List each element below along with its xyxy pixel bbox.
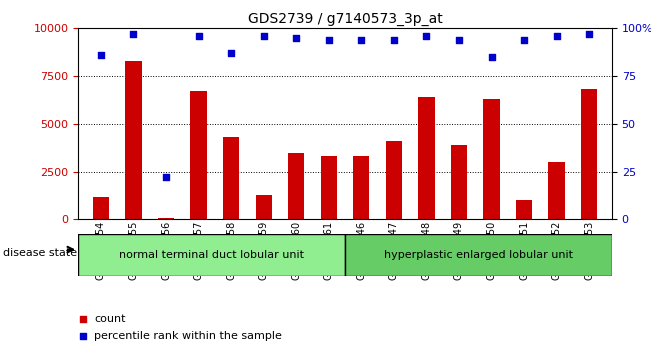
Point [421, 33, 432, 39]
Bar [223, 137, 240, 219]
Bar [288, 153, 304, 219]
Bar [190, 91, 206, 219]
FancyBboxPatch shape [78, 234, 345, 276]
Point [258, 33, 269, 39]
Point [291, 35, 301, 41]
FancyBboxPatch shape [345, 234, 612, 276]
Point [193, 33, 204, 39]
Text: hyperplastic enlarged lobular unit: hyperplastic enlarged lobular unit [384, 250, 573, 260]
Text: normal terminal duct lobular unit: normal terminal duct lobular unit [119, 250, 304, 260]
Point [389, 37, 399, 42]
Point [356, 37, 367, 42]
Text: disease state: disease state [3, 248, 77, 258]
Bar [255, 195, 271, 219]
Point [128, 31, 139, 37]
Bar [92, 196, 109, 219]
Bar [418, 97, 434, 219]
Bar [483, 99, 499, 219]
Bar [125, 61, 141, 219]
Bar [320, 156, 337, 219]
Text: count: count [94, 314, 126, 324]
Text: percentile rank within the sample: percentile rank within the sample [94, 331, 282, 341]
Bar [516, 200, 533, 219]
Point [389, 226, 399, 232]
Bar [385, 141, 402, 219]
Point [324, 37, 334, 42]
Bar [581, 90, 597, 219]
Point [96, 52, 106, 58]
Bar [158, 218, 174, 219]
Title: GDS2739 / g7140573_3p_at: GDS2739 / g7140573_3p_at [247, 12, 443, 26]
Bar [548, 162, 564, 219]
Point [551, 33, 562, 39]
Point [226, 50, 236, 56]
Point [519, 37, 529, 42]
Point [486, 54, 497, 60]
Bar [353, 156, 369, 219]
Bar [450, 145, 467, 219]
Point [454, 37, 464, 42]
Point [584, 31, 594, 37]
Point [161, 175, 171, 180]
Point [389, 72, 399, 78]
